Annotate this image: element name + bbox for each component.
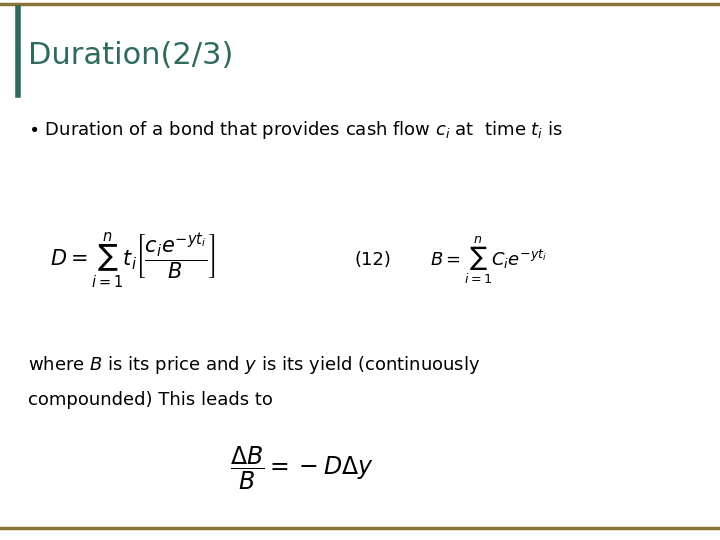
Text: compounded) This leads to: compounded) This leads to — [28, 391, 273, 409]
Text: $B = \sum_{i=1}^{n} C_i e^{-yt_i}$: $B = \sum_{i=1}^{n} C_i e^{-yt_i}$ — [430, 234, 547, 286]
Text: where $B$ is its price and $y$ is its yield (continuously: where $B$ is its price and $y$ is its yi… — [28, 354, 480, 376]
Text: Duration(2/3): Duration(2/3) — [28, 40, 233, 70]
Text: $\bullet$ Duration of a bond that provides cash flow $c_i$ at  time $t_i$ is: $\bullet$ Duration of a bond that provid… — [28, 119, 563, 141]
Text: (12): (12) — [355, 251, 392, 269]
Text: $\dfrac{\Delta B}{B} = -D\Delta y$: $\dfrac{\Delta B}{B} = -D\Delta y$ — [230, 444, 374, 492]
Text: $D = \sum_{i=1}^{n} t_i \left[ \dfrac{c_i e^{-yt_i}}{B} \right]$: $D = \sum_{i=1}^{n} t_i \left[ \dfrac{c_… — [50, 230, 215, 290]
